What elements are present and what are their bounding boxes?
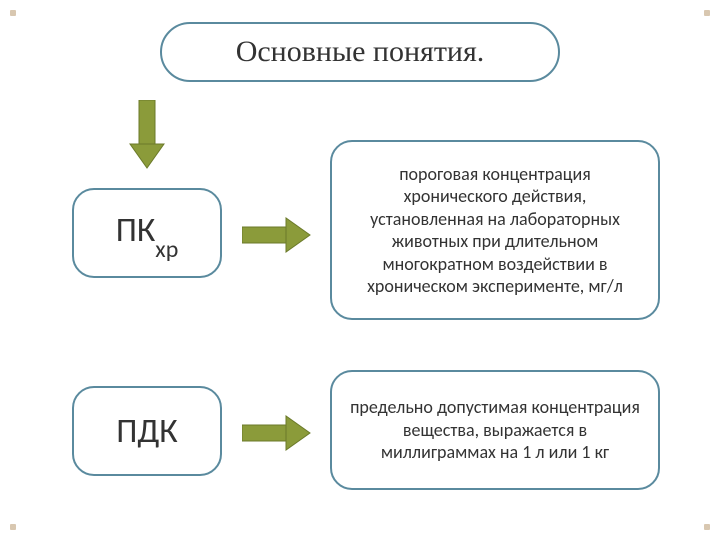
title-text: Основные понятия. [236,35,485,69]
def2-box: предельно допустимая концентрация вещест… [330,370,660,490]
def1-box: пороговая концентрация хронического дейс… [330,140,660,320]
term1-text: ПКхр [116,210,179,256]
def2-text: предельно допустимая концентрация вещест… [348,396,642,464]
arrow-down-icon [128,100,166,175]
deco-dot [704,10,710,16]
term2-text: ПДК [116,411,178,452]
arrow-right-icon [242,414,312,457]
term1-box: ПКхр [72,188,222,278]
deco-dot [704,524,710,530]
title-box: Основные понятия. [160,22,560,82]
term1-sub: хр [155,235,178,264]
arrow-right-icon [242,216,312,259]
deco-dot [10,524,16,530]
def1-text: пороговая концентрация хронического дейс… [348,163,642,298]
term1-main: ПК [116,210,156,251]
deco-dot [10,10,16,16]
term2-box: ПДК [72,386,222,476]
